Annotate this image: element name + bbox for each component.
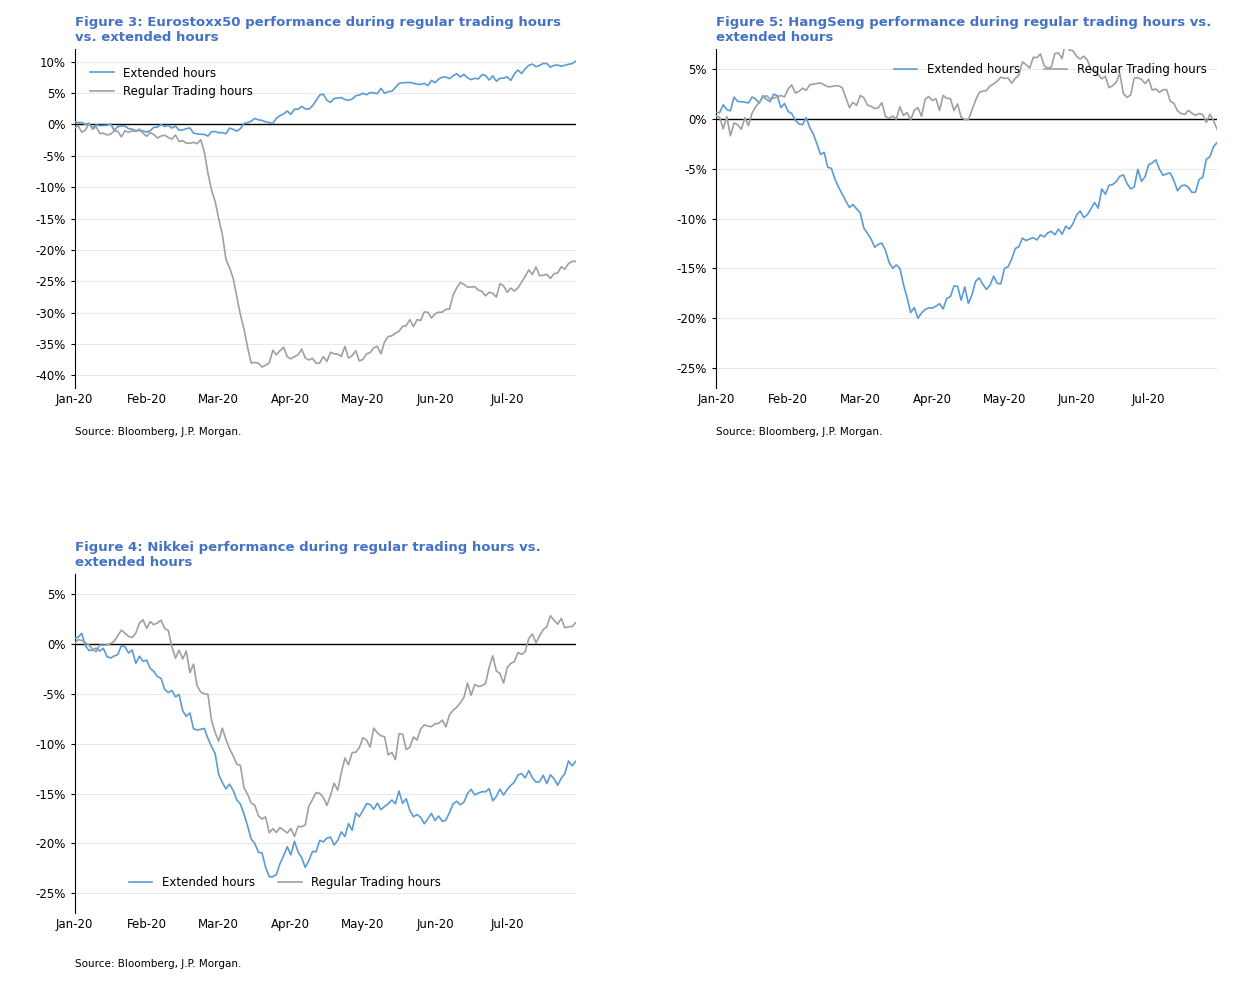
Text: Figure 4: Nikkei performance during regular trading hours vs.
extended hours: Figure 4: Nikkei performance during regu… — [75, 541, 540, 569]
Extended hours — [965, 289, 980, 300]
Text: Source: Bloomberg, J.P. Morgan.: Source: Bloomberg, J.P. Morgan. — [75, 427, 241, 437]
Regular Trading hours — [287, 831, 302, 843]
Extended hours — [88, 642, 103, 654]
Regular Trading hours — [160, 132, 175, 143]
Line: Extended hours: Extended hours — [75, 61, 576, 136]
Regular Trading hours — [99, 129, 114, 140]
Regular Trading hours — [96, 639, 111, 651]
Line: Regular Trading hours: Regular Trading hours — [75, 124, 576, 367]
Extended hours — [99, 651, 114, 663]
Extended hours — [200, 131, 215, 142]
Extended hours — [766, 88, 781, 100]
Legend: Extended hours, Regular Trading hours: Extended hours, Regular Trading hours — [86, 62, 258, 103]
Regular Trading hours — [723, 130, 738, 141]
Regular Trading hours — [276, 824, 291, 836]
Regular Trading hours — [569, 255, 584, 267]
Extended hours — [738, 96, 753, 108]
Text: Source: Bloomberg, J.P. Morgan.: Source: Bloomberg, J.P. Morgan. — [715, 427, 882, 437]
Extended hours — [925, 302, 940, 314]
Extended hours — [569, 55, 584, 67]
Extended hours — [118, 120, 133, 132]
Regular Trading hours — [922, 90, 936, 102]
Regular Trading hours — [708, 110, 723, 122]
Regular Trading hours — [88, 121, 103, 133]
Extended hours — [96, 120, 111, 132]
Line: Regular Trading hours: Regular Trading hours — [75, 616, 576, 837]
Extended hours — [319, 94, 334, 106]
Regular Trading hours — [323, 347, 338, 358]
Extended hours — [708, 106, 723, 118]
Line: Extended hours: Extended hours — [715, 94, 1217, 318]
Line: Extended hours: Extended hours — [75, 633, 576, 877]
Extended hours — [569, 755, 584, 767]
Regular Trading hours — [730, 119, 745, 131]
Extended hours — [910, 312, 925, 324]
Text: Figure 3: Eurostoxx50 performance during regular trading hours
vs. extended hour: Figure 3: Eurostoxx50 performance during… — [75, 16, 560, 44]
Regular Trading hours — [1058, 33, 1073, 45]
Extended hours — [565, 58, 580, 70]
Text: Source: Bloomberg, J.P. Morgan.: Source: Bloomberg, J.P. Morgan. — [75, 959, 241, 969]
Text: Figure 5: HangSeng performance during regular trading hours vs.
extended hours: Figure 5: HangSeng performance during re… — [715, 16, 1211, 44]
Regular Trading hours — [86, 643, 101, 655]
Extended hours — [727, 91, 741, 103]
Extended hours — [759, 93, 774, 105]
Regular Trading hours — [283, 353, 298, 364]
Regular Trading hours — [741, 120, 756, 132]
Extended hours — [323, 831, 338, 843]
Extended hours — [160, 686, 175, 698]
Regular Trading hours — [122, 127, 137, 138]
Regular Trading hours — [319, 799, 334, 811]
Extended hours — [67, 632, 82, 644]
Regular Trading hours — [763, 93, 777, 105]
Regular Trading hours — [67, 637, 82, 649]
Extended hours — [1210, 136, 1225, 148]
Regular Trading hours — [255, 361, 270, 373]
Legend: Extended hours, Regular Trading hours: Extended hours, Regular Trading hours — [124, 871, 446, 894]
Regular Trading hours — [1210, 124, 1225, 136]
Regular Trading hours — [82, 118, 97, 130]
Extended hours — [122, 647, 137, 659]
Regular Trading hours — [543, 610, 558, 622]
Extended hours — [86, 122, 101, 134]
Regular Trading hours — [158, 623, 173, 634]
Extended hours — [158, 121, 173, 133]
Regular Trading hours — [67, 122, 82, 134]
Extended hours — [67, 116, 82, 128]
Regular Trading hours — [569, 617, 584, 628]
Regular Trading hours — [961, 114, 976, 126]
Legend: Extended hours, Regular Trading hours: Extended hours, Regular Trading hours — [889, 58, 1211, 81]
Extended hours — [75, 627, 89, 639]
Extended hours — [802, 122, 817, 134]
Extended hours — [266, 871, 281, 883]
Regular Trading hours — [118, 627, 133, 639]
Regular Trading hours — [802, 79, 817, 90]
Extended hours — [283, 849, 298, 861]
Line: Regular Trading hours: Regular Trading hours — [715, 39, 1217, 136]
